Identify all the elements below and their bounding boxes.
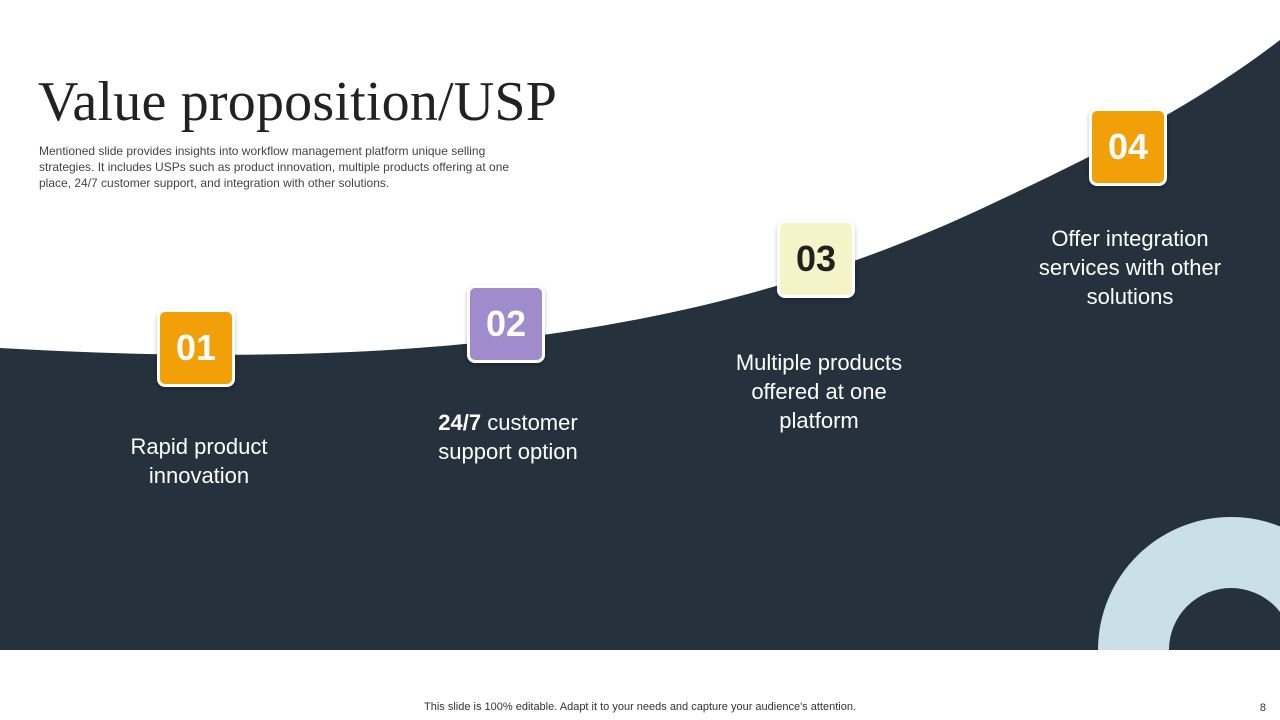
step-badge-02: 02 [467,285,545,363]
step-text-rest: customer support option [438,410,578,464]
step-text-bold: 24/7 [438,410,482,435]
step-number: 01 [175,327,217,368]
ring-decoration [1098,517,1280,650]
step-number: 04 [1107,126,1149,167]
step-text-02: 24/7 customer support option [413,408,603,466]
page-title: Value proposition/USP [38,71,558,133]
footer-note: This slide is 100% editable. Adapt it to… [424,701,856,713]
step-badge-03: 03 [777,220,855,298]
page-subtitle: Mentioned slide provides insights into w… [39,144,510,190]
step-number: 02 [485,303,527,344]
step-number: 03 [795,238,837,279]
dark-curve-shape [0,40,1280,650]
page-number: 8 [1259,702,1266,714]
step-badge-01: 01 [157,309,235,387]
step-text-01: Rapid product innovation [130,434,268,488]
step-text-04: Offer integration services with other so… [1038,226,1222,309]
step-badge-04: 04 [1089,108,1167,186]
step-text-03: Multiple products offered at one platfor… [735,350,903,433]
